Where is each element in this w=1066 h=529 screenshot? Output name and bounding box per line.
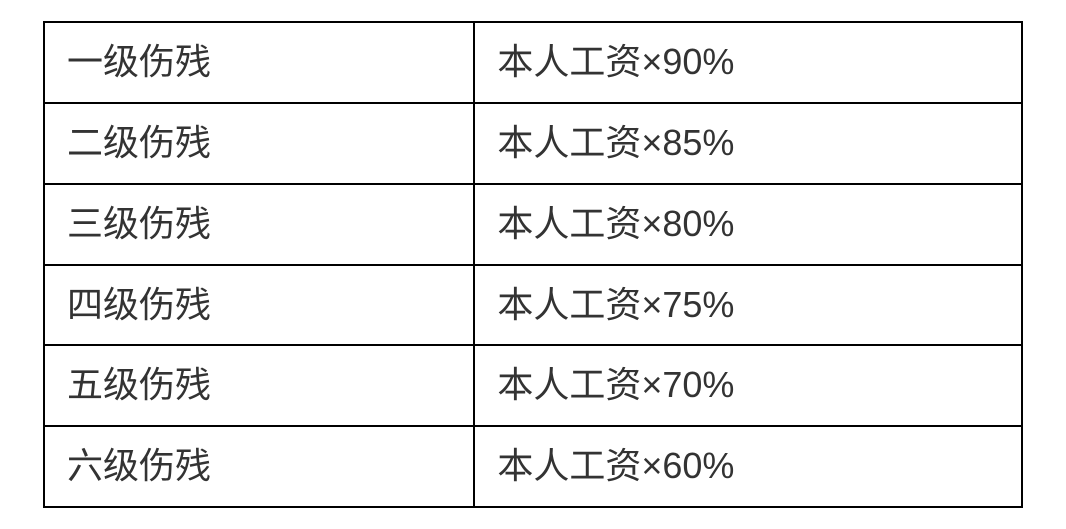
disability-level-cell: 三级伤残 (44, 184, 474, 265)
compensation-formula-cell: 本人工资×70% (474, 345, 1022, 426)
compensation-formula-cell: 本人工资×75% (474, 265, 1022, 346)
disability-level-cell: 一级伤残 (44, 22, 474, 103)
table-row: 五级伤残 本人工资×70% (44, 345, 1022, 426)
disability-level-cell: 四级伤残 (44, 265, 474, 346)
compensation-formula-cell: 本人工资×60% (474, 426, 1022, 507)
table-row: 四级伤残 本人工资×75% (44, 265, 1022, 346)
table-row: 六级伤残 本人工资×60% (44, 426, 1022, 507)
disability-level-cell: 五级伤残 (44, 345, 474, 426)
table-row: 三级伤残 本人工资×80% (44, 184, 1022, 265)
disability-level-cell: 六级伤残 (44, 426, 474, 507)
compensation-formula-cell: 本人工资×85% (474, 103, 1022, 184)
compensation-formula-cell: 本人工资×80% (474, 184, 1022, 265)
disability-level-cell: 二级伤残 (44, 103, 474, 184)
table-row: 二级伤残 本人工资×85% (44, 103, 1022, 184)
disability-compensation-table-wrapper: 一级伤残 本人工资×90% 二级伤残 本人工资×85% 三级伤残 本人工资×80… (43, 21, 1023, 508)
table-row: 一级伤残 本人工资×90% (44, 22, 1022, 103)
compensation-formula-cell: 本人工资×90% (474, 22, 1022, 103)
disability-compensation-table: 一级伤残 本人工资×90% 二级伤残 本人工资×85% 三级伤残 本人工资×80… (43, 21, 1023, 508)
